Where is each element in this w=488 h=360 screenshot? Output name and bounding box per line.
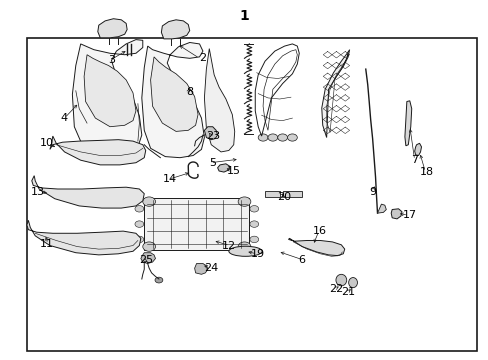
Text: 11: 11	[40, 239, 53, 249]
Circle shape	[142, 197, 155, 206]
Text: 19: 19	[251, 249, 264, 259]
Circle shape	[277, 134, 287, 141]
Text: 20: 20	[277, 192, 291, 202]
Circle shape	[249, 206, 258, 212]
Text: 21: 21	[341, 287, 354, 297]
Text: 4: 4	[60, 113, 67, 123]
Circle shape	[155, 277, 163, 283]
Text: 6: 6	[298, 255, 305, 265]
Text: 9: 9	[368, 186, 375, 197]
Ellipse shape	[335, 274, 346, 286]
Text: 8: 8	[186, 87, 193, 97]
Circle shape	[135, 221, 143, 228]
Polygon shape	[204, 127, 217, 140]
Polygon shape	[142, 42, 204, 158]
Text: 5: 5	[209, 158, 216, 168]
Polygon shape	[204, 49, 234, 152]
Circle shape	[258, 134, 267, 141]
Text: 10: 10	[40, 138, 53, 148]
Ellipse shape	[228, 246, 262, 256]
Circle shape	[249, 236, 258, 243]
Polygon shape	[414, 143, 421, 156]
Circle shape	[135, 206, 143, 212]
Polygon shape	[377, 204, 386, 213]
Circle shape	[125, 48, 131, 52]
Polygon shape	[194, 264, 207, 274]
Bar	[264, 191, 279, 197]
Polygon shape	[98, 19, 127, 38]
Polygon shape	[50, 136, 145, 165]
Circle shape	[238, 197, 250, 206]
Bar	[144, 198, 249, 250]
Circle shape	[142, 242, 155, 251]
Text: 12: 12	[222, 240, 235, 251]
Text: 17: 17	[402, 210, 416, 220]
Circle shape	[249, 221, 258, 228]
Text: 3: 3	[108, 55, 115, 66]
Text: 16: 16	[313, 226, 326, 236]
Circle shape	[135, 236, 143, 243]
Polygon shape	[84, 55, 136, 127]
Text: 15: 15	[226, 166, 240, 176]
Text: 18: 18	[419, 167, 432, 177]
Circle shape	[238, 242, 250, 251]
Text: 2: 2	[199, 53, 206, 63]
Text: 14: 14	[163, 174, 177, 184]
Polygon shape	[141, 253, 155, 264]
Text: 25: 25	[139, 255, 152, 265]
Text: 1: 1	[239, 9, 249, 23]
Polygon shape	[32, 176, 144, 208]
Polygon shape	[161, 20, 189, 39]
Bar	[27, 38, 476, 351]
Bar	[282, 191, 302, 197]
Polygon shape	[288, 238, 344, 256]
Polygon shape	[390, 209, 401, 219]
Polygon shape	[404, 101, 411, 146]
Polygon shape	[72, 40, 142, 157]
Text: 22: 22	[328, 284, 343, 294]
Polygon shape	[150, 57, 198, 131]
Circle shape	[287, 134, 297, 141]
Text: 7: 7	[410, 155, 417, 165]
Polygon shape	[217, 164, 229, 172]
Ellipse shape	[348, 278, 357, 288]
Text: 24: 24	[203, 263, 218, 273]
Polygon shape	[27, 220, 141, 255]
Text: 23: 23	[205, 131, 219, 141]
Text: 13: 13	[31, 186, 45, 197]
Polygon shape	[321, 50, 349, 138]
Circle shape	[267, 134, 277, 141]
